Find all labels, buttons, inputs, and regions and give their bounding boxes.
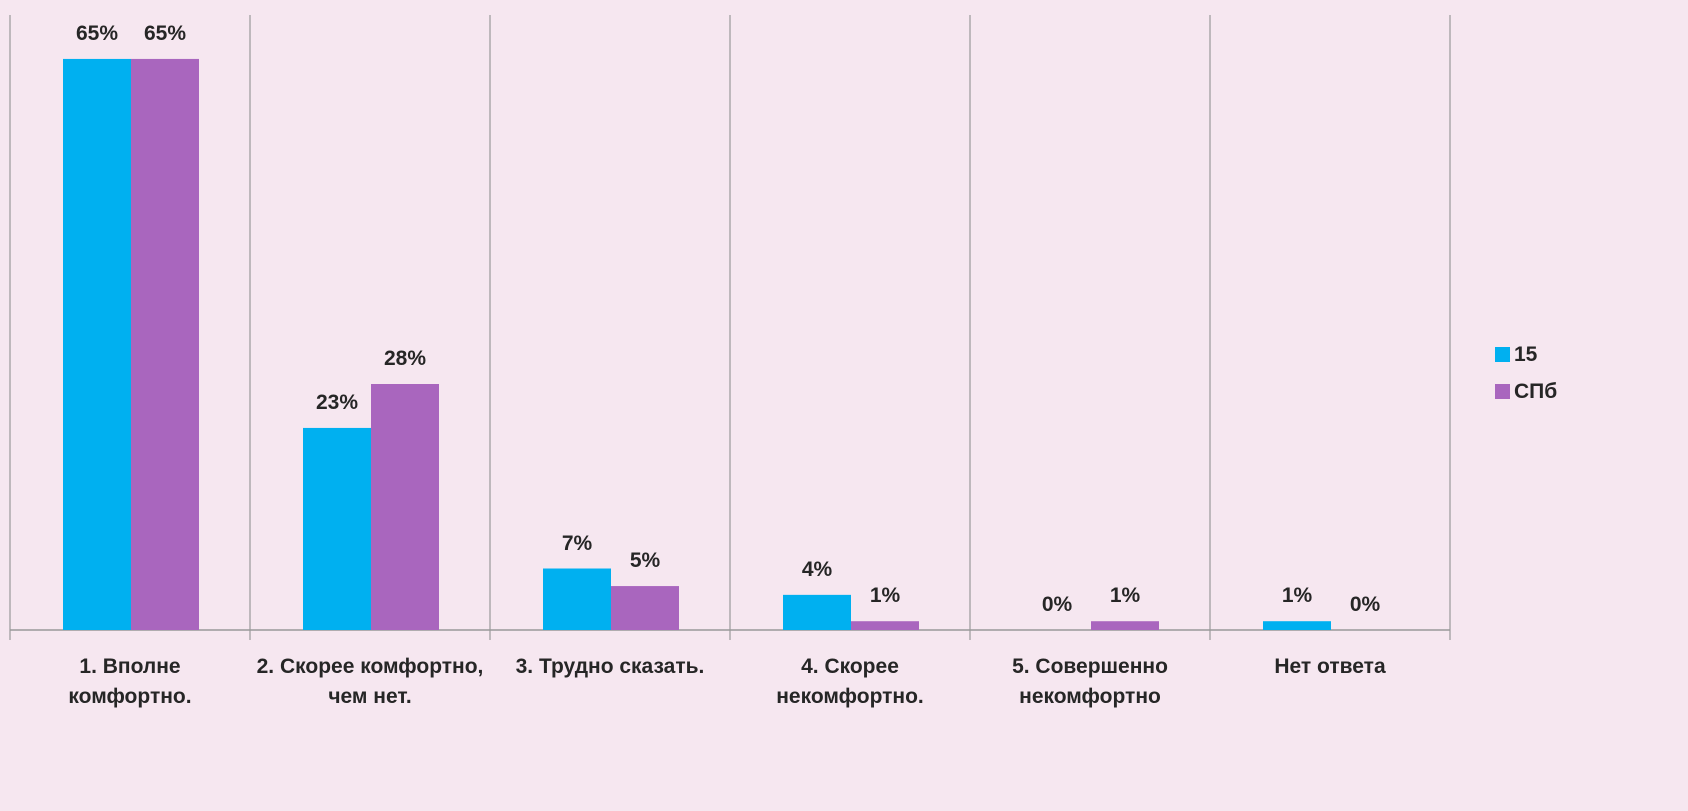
legend-label: 15 — [1514, 343, 1538, 366]
data-label: 65% — [75, 21, 119, 45]
x-tick-label: Нет ответа — [1274, 655, 1386, 678]
data-label: 1% — [1109, 584, 1141, 608]
data-label: 0% — [1041, 593, 1073, 616]
bar — [303, 427, 371, 630]
x-tick-label: 5. Совершенно некомфортно — [1012, 655, 1168, 708]
data-label: 23% — [315, 390, 359, 414]
data-label: 1% — [869, 584, 901, 608]
bar — [371, 384, 439, 630]
data-label: 7% — [561, 531, 593, 555]
data-label: 4% — [801, 557, 833, 581]
data-label: 28% — [383, 347, 427, 370]
data-label: 5% — [629, 549, 661, 573]
data-label: 1% — [1281, 584, 1313, 608]
x-tick-label: 1. Вполне комфортно. — [68, 655, 192, 708]
legend-swatch — [1495, 347, 1510, 362]
data-label: 0% — [1349, 593, 1381, 616]
bar — [63, 58, 131, 630]
data-label: 65% — [143, 21, 187, 45]
bar — [1091, 621, 1159, 630]
legend-swatch — [1495, 384, 1510, 399]
bar — [131, 58, 199, 630]
bar — [543, 568, 611, 630]
bar — [851, 621, 919, 630]
x-tick-label: 3. Трудно сказать. — [515, 655, 705, 678]
bar — [783, 594, 851, 630]
bar — [1263, 621, 1331, 630]
x-tick-label: 2. Скорее комфортно, чем нет. — [256, 655, 484, 708]
x-tick-label: 4. Скорее некомфортно. — [776, 655, 924, 708]
bar — [611, 586, 679, 630]
legend-label: СПб — [1514, 380, 1558, 403]
